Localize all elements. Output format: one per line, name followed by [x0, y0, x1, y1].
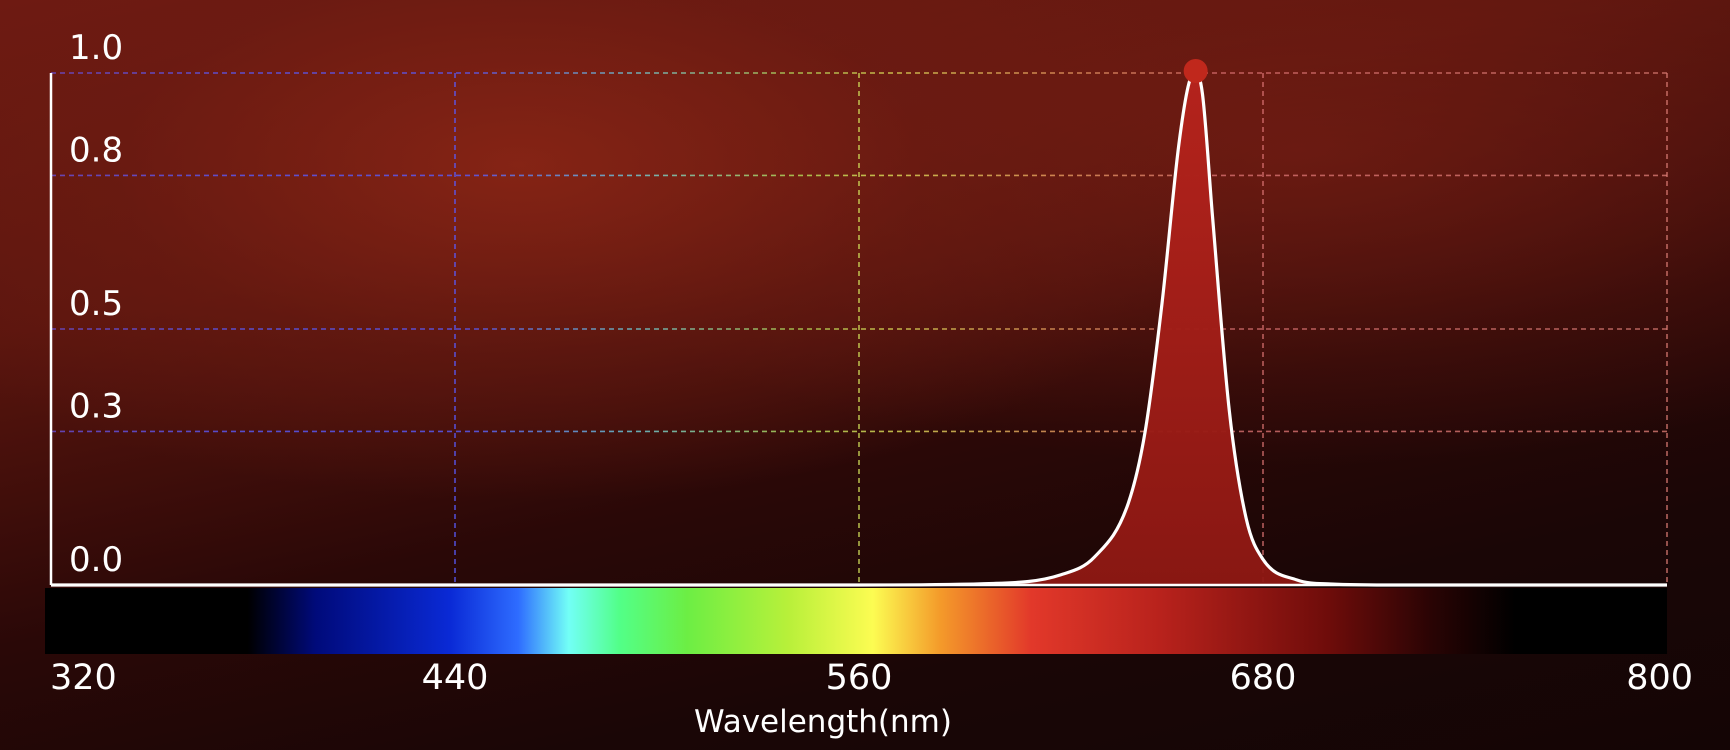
x-tick-labels: 320 440 560 680 800 — [50, 658, 1693, 698]
x-tick-label: 800 — [1626, 658, 1693, 698]
grid — [51, 72, 1668, 585]
y-tick-labels: 1.0 0.8 0.5 0.3 0.0 — [69, 28, 123, 580]
y-tick-label: 0.5 — [69, 284, 123, 324]
y-tick-label: 1.0 — [69, 28, 123, 68]
y-tick-label: 0.3 — [69, 386, 123, 426]
x-tick-label: 560 — [826, 658, 893, 698]
x-axis-title: Wavelength(nm) — [694, 704, 952, 740]
x-tick-label: 320 — [50, 658, 117, 698]
y-tick-label: 0.0 — [69, 540, 123, 580]
wavelength-color-bar — [45, 588, 1667, 654]
x-tick-label: 680 — [1230, 658, 1297, 698]
x-tick-label: 440 — [422, 658, 489, 698]
peak-marker — [1183, 59, 1208, 83]
y-tick-label: 0.8 — [69, 130, 123, 170]
